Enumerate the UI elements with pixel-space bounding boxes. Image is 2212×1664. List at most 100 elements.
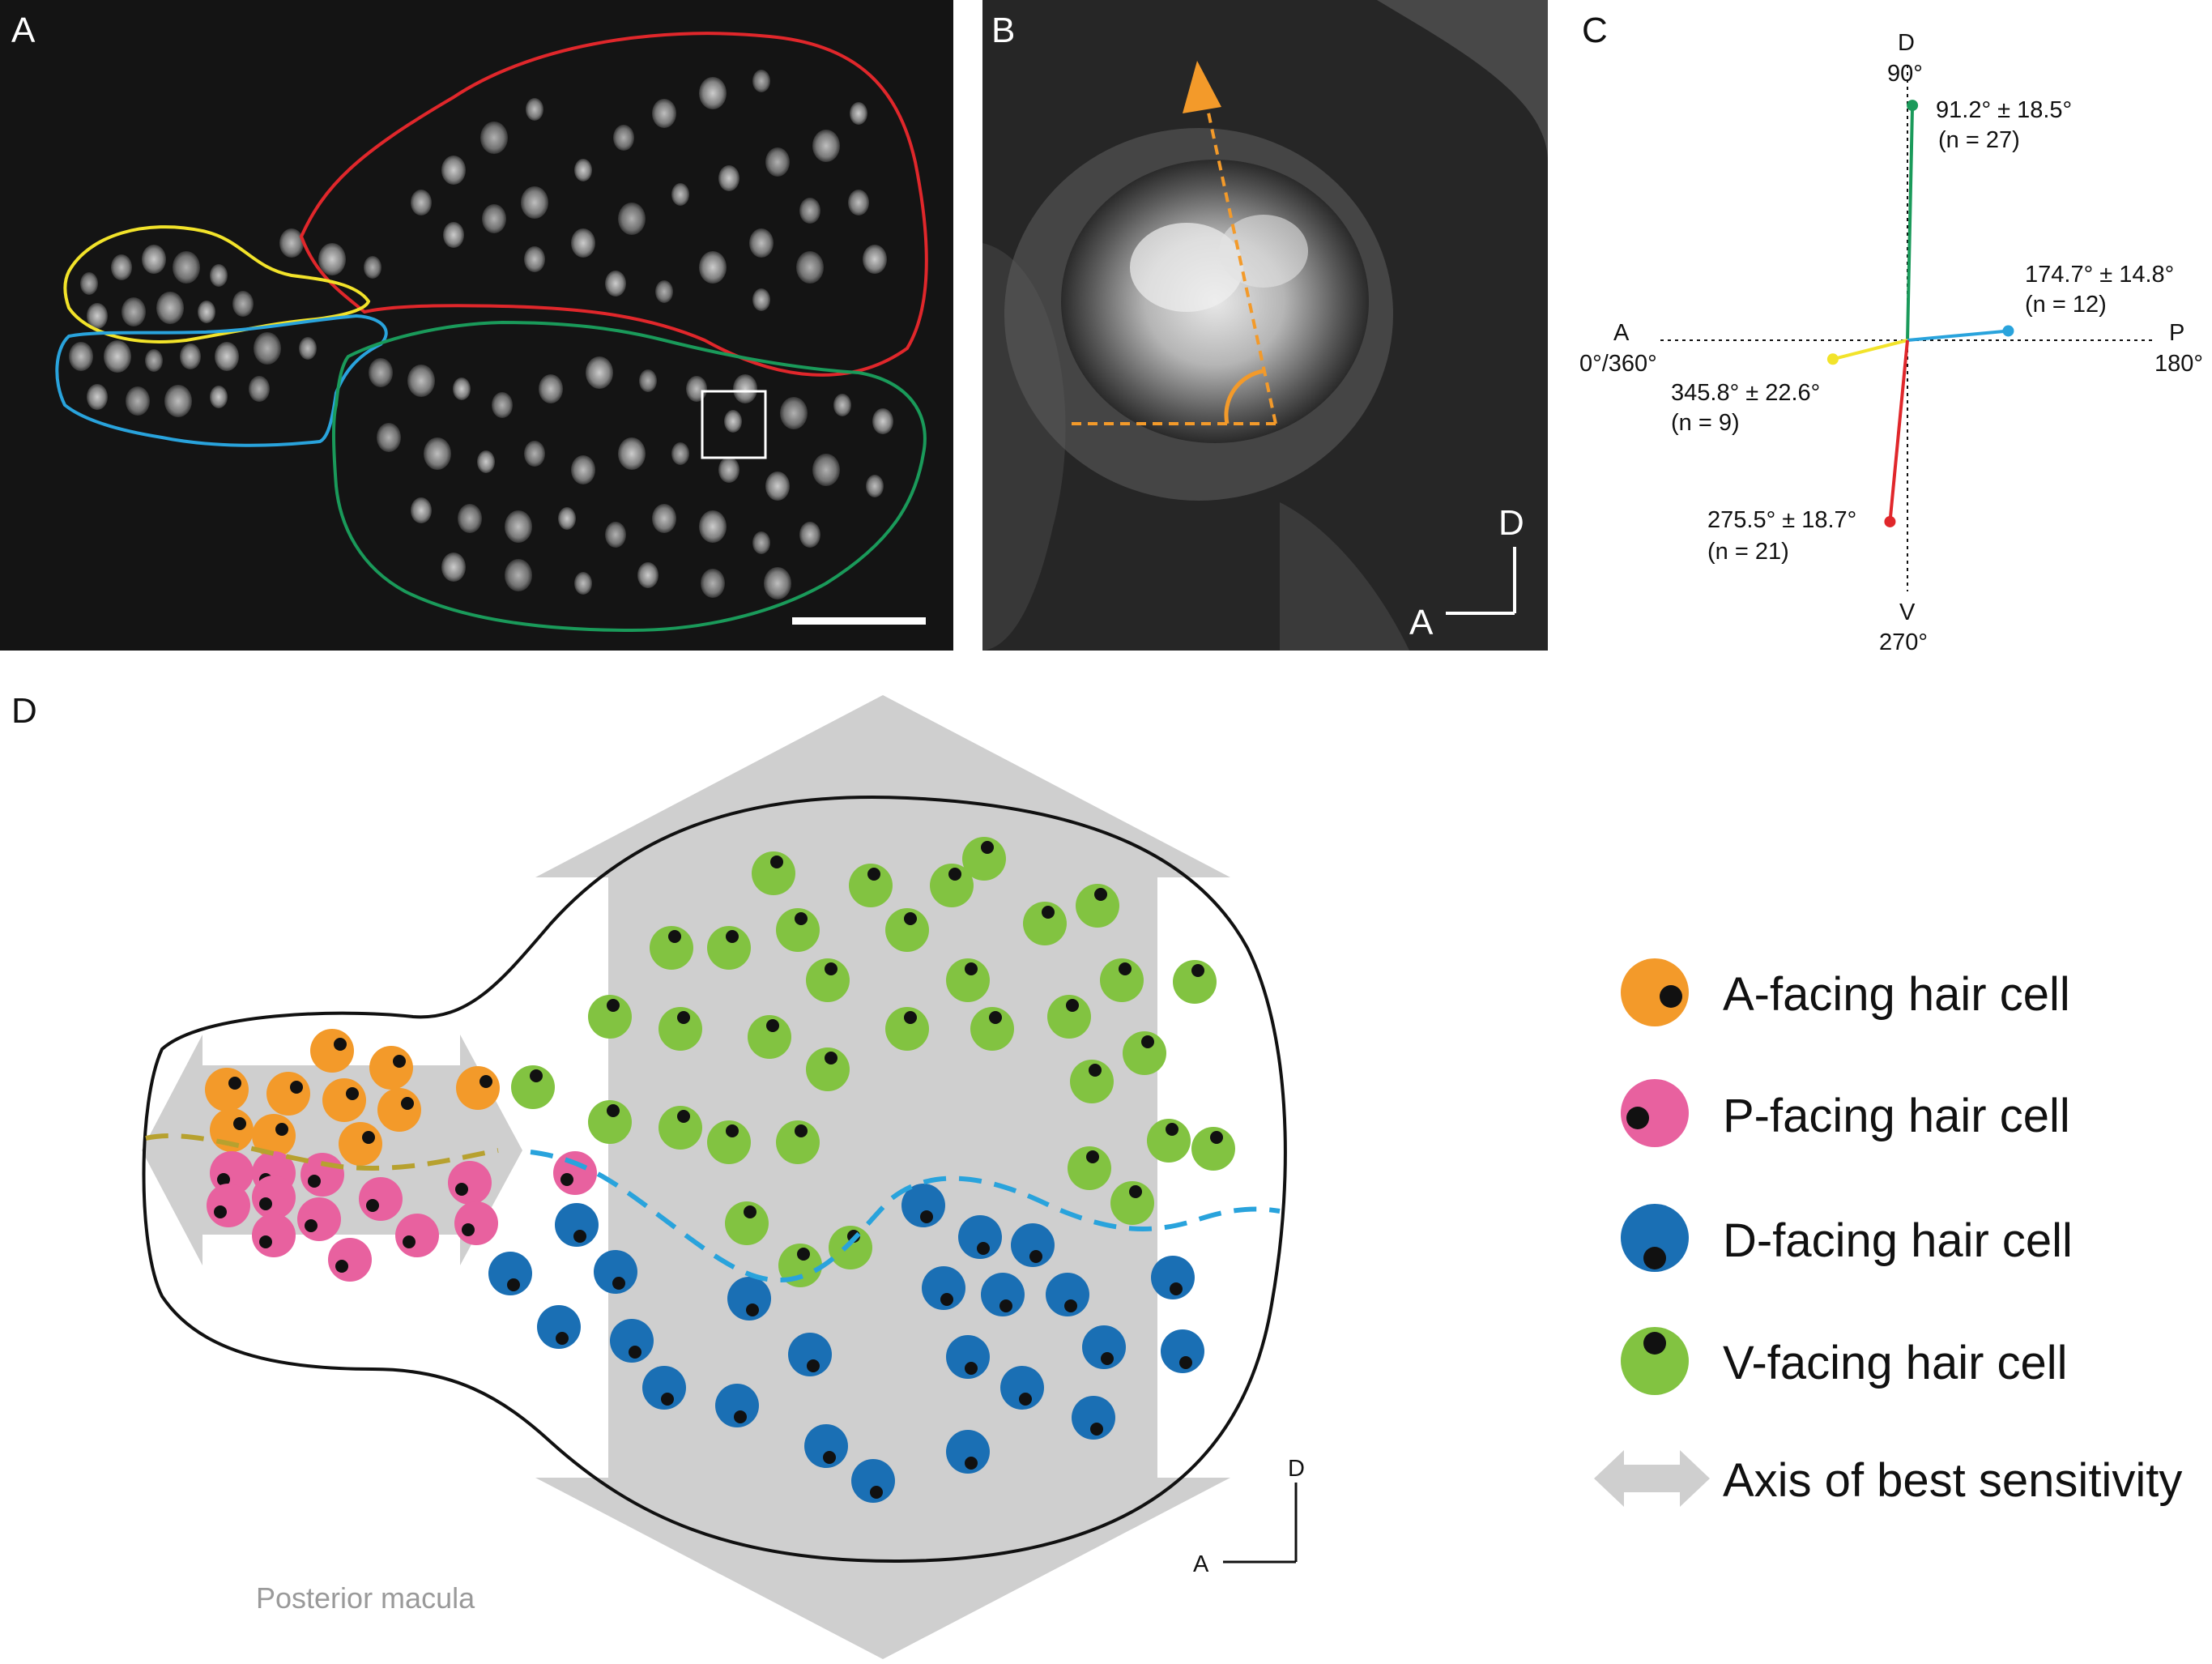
kinocilium [867,868,880,881]
nucleus [872,408,893,434]
kinocilium [629,1346,641,1359]
kinocilium [981,841,994,854]
v-facing-hair-cell [748,1015,791,1059]
v-facing-hair-cell [1123,1031,1166,1075]
legend-swatch-a-facing [1621,958,1689,1026]
nucleus [752,70,770,92]
kinocilium [965,1362,978,1375]
kinocilium [366,1199,379,1212]
kinocilium [797,1248,810,1261]
v-facing-hair-cell [885,1007,929,1051]
a-facing-hair-cell [377,1088,421,1132]
yellow-mean-label: 345.8° ± 22.6° [1671,380,1820,406]
polarity-angle-annotation [1072,61,1277,425]
vector-red [1888,339,1909,523]
panel-d-orientation: A D [1193,1456,1305,1577]
nucleus [505,559,532,591]
kinocilium [1166,1123,1178,1136]
v-facing-hair-cell [1147,1119,1191,1163]
hair-cells [205,837,1235,1503]
d-facing-hair-cell [1011,1223,1055,1267]
kinocilium [1210,1131,1223,1144]
kinocilium [1141,1035,1154,1048]
nucleus [180,343,201,369]
nucleus [453,378,471,400]
nucleus [104,340,131,373]
v-facing-hair-cell [946,958,990,1002]
legend-swatch-p-facing [1621,1079,1689,1147]
nucleus [764,567,791,599]
dir-v-label: V [1899,599,1916,625]
nucleus [441,553,466,582]
nucleus [279,228,304,258]
kinocilium [940,1293,953,1306]
dir-p-label: P [2169,320,2184,346]
a-facing-hair-cell [205,1068,249,1111]
p-facing-hair-cell [448,1161,492,1205]
nucleus [198,301,215,323]
kinocilium [1029,1250,1042,1263]
kinocilium [1089,1064,1102,1077]
kinocilium [393,1055,406,1068]
kinocilium [530,1069,543,1082]
kinocilium [214,1205,227,1218]
nucleus [733,374,757,403]
kinocilium [259,1197,272,1210]
kinocilium [217,1173,230,1186]
nucleus [505,510,532,543]
kinocilium [305,1219,318,1232]
kinocilium [462,1223,475,1236]
kinocilium [1066,999,1079,1012]
kinocilium [965,1457,978,1470]
orientation-a-label: A [1193,1551,1209,1577]
nucleus [480,122,508,154]
d-facing-hair-cell [1072,1396,1115,1440]
v-facing-hair-cell [650,926,693,970]
nucleus [571,455,595,484]
p-facing-hair-cell [207,1184,250,1227]
panel-b: A D B [982,0,1548,651]
legend-label-a-facing: A-facing hair cell [1723,968,2070,1021]
p-facing-hair-cell [328,1238,372,1282]
nucleus [618,203,646,235]
green-n-label: (n = 27) [1938,127,2020,153]
nucleus [80,272,98,295]
kinocilium [948,868,961,881]
v-facing-hair-cell [752,851,795,895]
kinocilium [989,1011,1002,1024]
kinocilium [1086,1150,1099,1163]
d-facing-hair-cell [537,1305,581,1349]
nucleus [655,280,673,303]
nucleus [812,454,840,486]
nucleus [164,385,192,417]
blue-mean-label: 174.7° ± 14.8° [2025,262,2174,288]
d-facing-hair-cell [1046,1273,1089,1316]
legend-swatch-d-facing [1621,1204,1689,1272]
v-facing-hair-cell [778,1244,822,1287]
d-facing-hair-cell [488,1252,532,1295]
kinocilium [795,912,808,925]
kinocilium [746,1303,759,1316]
nucleus [524,441,545,467]
v-facing-hair-cell [1110,1181,1154,1225]
nucleus [411,190,432,215]
nucleus [718,165,739,191]
kinocilium [455,1183,468,1196]
kinocilium [965,962,978,975]
nucleus [671,183,689,206]
nucleus [605,522,626,548]
kinocilium [401,1097,414,1110]
kinocilium [334,1038,347,1051]
a-facing-hair-cell [339,1122,382,1166]
d-facing-hair-cell [981,1273,1025,1316]
p-facing-hair-cell [359,1177,403,1221]
macula-outline [142,796,1287,1564]
nucleus [866,475,884,497]
nucleus [407,365,435,397]
kinocilium [1094,888,1107,901]
kinocilium [661,1393,674,1406]
nucleus [441,156,466,185]
v-facing-hair-cell [776,908,820,952]
nucleus [765,471,790,501]
kinocilium [1191,964,1204,977]
